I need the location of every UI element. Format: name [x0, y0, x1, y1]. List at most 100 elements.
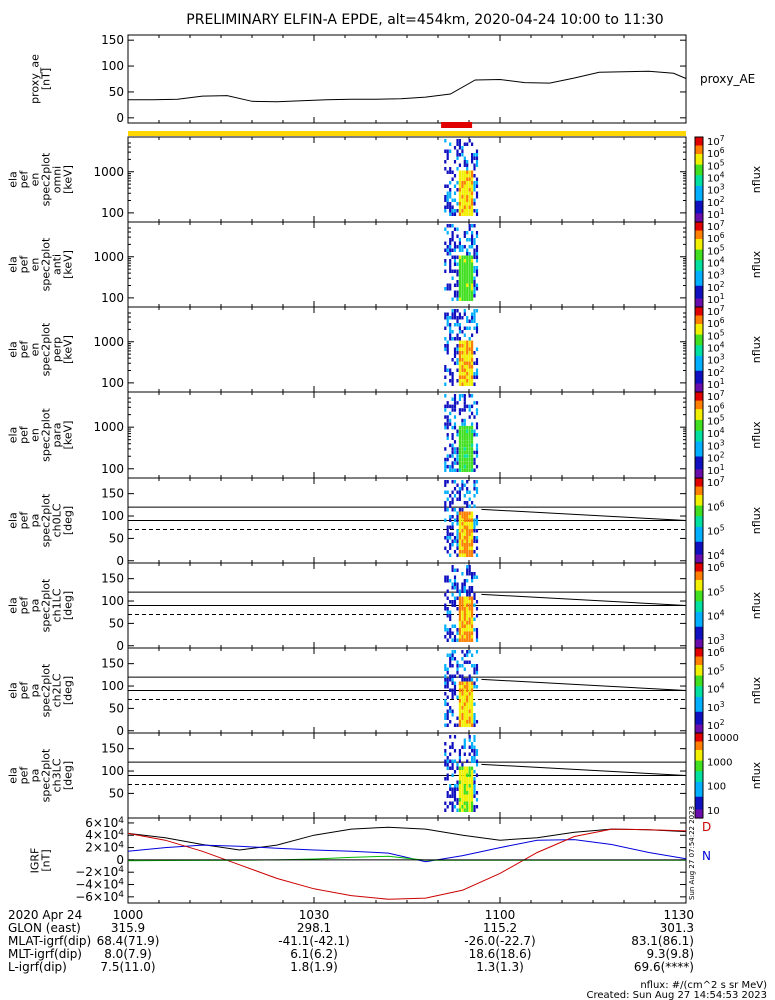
spectrogram-cell	[461, 209, 464, 213]
spectrogram-cell	[446, 436, 449, 440]
spectrogram-cell	[466, 695, 469, 699]
spectrogram-cell	[453, 269, 457, 273]
spectrogram-cell	[473, 529, 476, 533]
colorbar-swatch	[695, 413, 703, 417]
colorbar-tick-label: 101	[707, 463, 725, 477]
colorbar-swatch	[695, 151, 703, 155]
spectrogram-cell	[468, 436, 471, 440]
colorbar-swatch	[695, 490, 703, 494]
spectrogram-cell	[451, 742, 454, 746]
colorbar-swatch	[695, 471, 703, 475]
colorbar-swatch	[695, 345, 703, 348]
colorbar-swatch	[695, 677, 703, 681]
spec2plot-perp-ylabel-line: ela	[7, 341, 20, 358]
spectrogram-cell	[473, 156, 476, 160]
spectrogram-cell	[444, 699, 447, 703]
colorbar-swatch	[695, 439, 703, 443]
spectrogram-cell	[463, 586, 466, 590]
spec2plot-anti-ylabel-line: anti	[51, 254, 64, 275]
spectrogram-cell	[446, 508, 449, 512]
spectrogram-cell	[444, 480, 447, 484]
spectrogram-cell	[468, 688, 471, 692]
spectrogram-cell	[458, 184, 461, 188]
spectrogram-cell	[444, 702, 447, 706]
colorbar-swatch	[695, 307, 703, 310]
igrf-series-line	[127, 826, 687, 851]
spectrogram-cell	[451, 468, 454, 472]
spectrogram-cell	[468, 443, 471, 448]
spectrogram-cell	[444, 752, 447, 756]
spectrogram-cell	[471, 142, 474, 146]
colorbar-swatch	[695, 407, 703, 410]
spectrogram-cell	[471, 280, 474, 284]
spectrogram-cell	[468, 702, 471, 706]
colorbar-swatch	[695, 614, 703, 617]
colorbar-swatch	[695, 482, 703, 485]
spectrogram-cell	[456, 787, 459, 791]
spectrogram-cell	[453, 624, 457, 628]
y-tick-label: 50	[109, 616, 124, 630]
spectrogram-cell	[471, 450, 474, 455]
colorbar-swatch	[695, 813, 703, 817]
colorbar-swatch	[695, 692, 703, 696]
colorbar-swatch	[695, 484, 703, 488]
spectrogram-cell	[463, 262, 466, 266]
spectrogram-cell	[453, 354, 457, 358]
spectrogram-cell	[471, 716, 474, 720]
spectrogram-cell	[468, 603, 471, 607]
spectrogram-cell	[453, 638, 457, 642]
spectrogram-cell	[444, 425, 447, 430]
spec2plot-ch1lc-ylabel-line: ch1LC	[51, 588, 64, 622]
spectrogram-cell	[449, 617, 452, 621]
spectrogram-cell	[451, 657, 454, 661]
spectrogram-cell	[456, 695, 459, 699]
spectrogram-cell	[463, 290, 466, 294]
spec2plot-ch2lc-ylabel-line: ch2LC	[51, 673, 64, 707]
spectrogram-cell	[461, 631, 464, 635]
colorbar-tick-label: 103	[707, 183, 725, 197]
spectrogram-cell	[473, 181, 476, 185]
spectrogram-cell	[466, 579, 469, 583]
spectrogram-cell	[471, 294, 474, 298]
spectrogram-cell	[451, 436, 454, 440]
colorbar-swatch	[695, 741, 703, 745]
colorbar-swatch	[695, 637, 703, 641]
colorbar-swatch	[695, 349, 703, 353]
colorbar-swatch	[695, 211, 703, 215]
colorbar-swatch	[695, 143, 703, 147]
spectrogram-cell	[473, 167, 476, 171]
spectrogram-cell	[475, 153, 479, 157]
spectrogram-cell	[451, 231, 454, 235]
spectrogram-cell	[473, 283, 476, 287]
spectrogram-cell	[475, 546, 479, 550]
spectrogram-cell	[471, 702, 474, 706]
spectrogram-cell	[466, 511, 469, 515]
colorbar-swatch	[695, 330, 703, 334]
spectrogram-cell	[461, 447, 464, 451]
spectrogram-cell	[466, 600, 469, 604]
colorbar-swatch	[695, 283, 703, 287]
colorbar-swatch	[695, 467, 703, 470]
spectrogram-cell	[466, 212, 469, 216]
spectrogram-cell	[466, 801, 469, 805]
spectrogram-cell	[444, 209, 447, 213]
spectrogram-cell	[446, 805, 449, 809]
spectrogram-cell	[444, 259, 447, 263]
proxy_ae-xticks	[127, 35, 687, 123]
spectrogram-cell	[475, 749, 479, 753]
spectrogram-cell	[446, 184, 449, 188]
spec2plot-ch1lc-ylabel-line: pa	[29, 599, 42, 613]
spectrogram-cell	[475, 805, 479, 809]
spectrogram-cell	[471, 436, 474, 440]
spectrogram-cell	[451, 205, 454, 209]
spectrogram-cell	[453, 245, 457, 249]
spectrogram-cell	[461, 290, 464, 294]
spectrogram-cell	[453, 791, 457, 795]
spectrogram-cell	[475, 309, 479, 313]
spectrogram-cell	[458, 326, 461, 330]
spectrogram-cell	[456, 801, 459, 805]
spectrogram-cell	[446, 195, 449, 199]
spectrogram-cell	[463, 518, 466, 522]
footer-value: 69.6(****)	[634, 960, 694, 974]
